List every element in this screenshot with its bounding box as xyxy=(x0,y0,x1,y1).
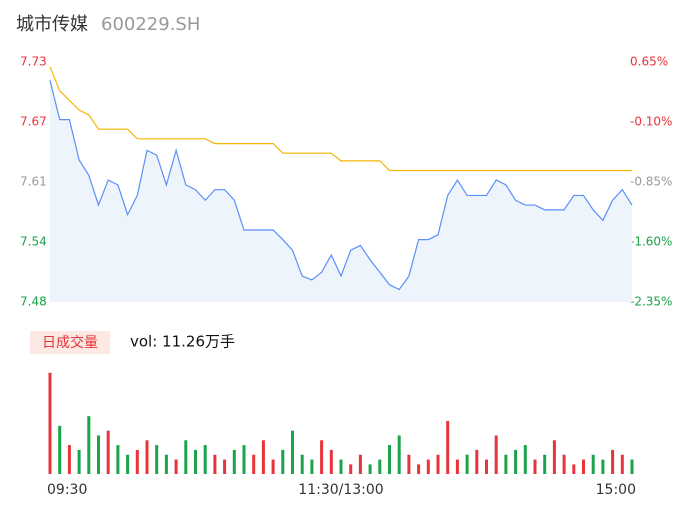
y2-tick-label: -0.10% xyxy=(630,115,672,129)
volume-bar xyxy=(562,454,566,474)
volume-bar xyxy=(514,449,518,474)
volume-bar xyxy=(232,449,236,474)
volume-bar xyxy=(194,449,197,474)
x-tick-label: 15:00 xyxy=(596,482,636,498)
volume-bar xyxy=(97,435,100,474)
y-tick-label: 7.67 xyxy=(20,115,47,129)
volume-bar xyxy=(417,464,421,474)
volume-bar xyxy=(48,372,52,474)
volume-bar xyxy=(436,454,440,474)
volume-bar xyxy=(145,440,149,474)
y-tick-label: 7.73 xyxy=(20,55,47,69)
volume-bar xyxy=(203,445,207,474)
y-tick-label: 7.61 xyxy=(20,175,47,189)
volume-bar xyxy=(358,454,362,474)
volume-bar xyxy=(242,445,246,474)
volume-badge xyxy=(30,331,110,354)
volume-bar xyxy=(174,459,178,474)
volume-bar xyxy=(281,449,285,474)
volume-bar xyxy=(106,430,110,474)
y2-tick-label: -1.60% xyxy=(630,235,672,249)
volume-bar xyxy=(329,449,333,474)
volume-bar xyxy=(504,454,508,474)
volume-label: 日成交量 xyxy=(42,334,98,351)
volume-bar xyxy=(630,459,634,474)
volume-bar xyxy=(446,421,450,474)
y-tick-label: 7.54 xyxy=(20,235,47,249)
volume-bar xyxy=(426,459,430,474)
x-tick-label: 09:30 xyxy=(47,482,87,498)
average-line xyxy=(49,66,632,172)
volume-bar xyxy=(300,454,304,474)
volume-bar xyxy=(465,454,469,474)
y-tick-label: 7.48 xyxy=(20,295,47,309)
volume-bar xyxy=(67,445,71,474)
volume-bar xyxy=(87,416,91,474)
volume-bar xyxy=(455,459,459,474)
y2-tick-label: 0.65% xyxy=(630,55,668,69)
volume-bar xyxy=(252,454,256,474)
volume-bar xyxy=(611,449,615,474)
volume-bar xyxy=(58,425,62,474)
volume-bar xyxy=(601,459,605,474)
stock-code: 600229.SH xyxy=(101,14,200,35)
volume-bar xyxy=(155,445,159,474)
volume-bar xyxy=(223,459,227,474)
volume-bar xyxy=(397,435,401,474)
volume-bar xyxy=(116,445,120,474)
volume-bar xyxy=(126,454,130,474)
x-tick-label: 11:30/13:00 xyxy=(298,482,383,498)
volume-bar xyxy=(475,449,479,474)
volume-bar xyxy=(543,454,547,474)
volume-bar xyxy=(620,454,624,474)
volume-bar xyxy=(523,445,527,474)
volume-bar xyxy=(407,454,411,474)
volume-bar xyxy=(572,464,576,474)
volume-bar xyxy=(261,440,265,474)
price-area xyxy=(50,80,632,303)
volume-bar xyxy=(320,440,324,474)
volume-bar xyxy=(552,440,556,474)
volume-bar xyxy=(533,459,537,474)
volume-bar xyxy=(339,459,343,474)
y2-tick-label: -0.85% xyxy=(630,175,672,189)
volume-bar xyxy=(582,459,585,474)
volume-text: vol: 11.26万手 xyxy=(130,333,235,351)
price-line xyxy=(49,80,633,291)
volume-bar xyxy=(271,459,275,474)
volume-bar xyxy=(349,464,353,474)
volume-bar xyxy=(184,440,188,474)
volume-bar xyxy=(213,454,217,474)
volume-bar xyxy=(378,459,382,474)
volume-bar xyxy=(494,435,498,474)
volume-bar xyxy=(310,459,314,474)
volume-bar xyxy=(291,430,294,474)
y2-tick-label: -2.35% xyxy=(630,295,672,309)
stock-name: 城市传媒 xyxy=(16,14,88,35)
volume-bar xyxy=(77,449,81,474)
volume-bar xyxy=(135,449,139,474)
volume-bar xyxy=(591,454,595,474)
volume-bar xyxy=(368,464,372,474)
volume-bar xyxy=(164,454,168,474)
volume-bar xyxy=(388,445,391,474)
volume-bar xyxy=(485,459,488,474)
